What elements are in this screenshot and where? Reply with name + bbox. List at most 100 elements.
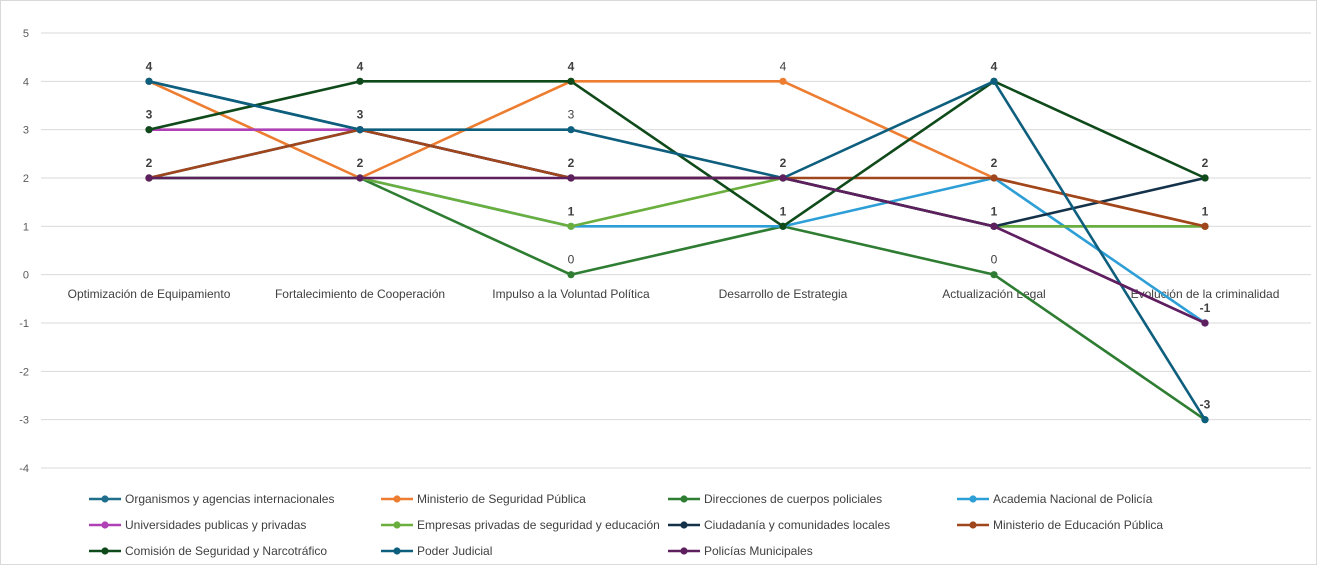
- data-point: [1201, 222, 1209, 230]
- data-point: [356, 126, 364, 134]
- series-5: [145, 174, 1209, 230]
- data-label: -3: [1200, 398, 1211, 412]
- y-tick-label: 1: [23, 221, 29, 233]
- series-lines: [145, 77, 1209, 424]
- data-point: [990, 222, 998, 230]
- y-tick-label: -1: [19, 318, 29, 330]
- x-category-label: Actualización Legal: [942, 287, 1045, 301]
- legend-swatch-marker: [969, 521, 977, 529]
- x-axis-categories: Optimización de Equipamiento Fortalecimie…: [68, 287, 1280, 301]
- y-tick-label: 0: [23, 270, 29, 282]
- data-point: [1201, 416, 1209, 424]
- data-point: [356, 174, 364, 182]
- x-category-label: Desarrollo de Estrategia: [719, 287, 848, 301]
- data-point: [1201, 174, 1209, 182]
- legend-label: Organismos y agencias internacionales: [125, 492, 334, 506]
- data-label: 2: [780, 156, 787, 170]
- legend-swatch-marker: [101, 521, 109, 529]
- legend-entry: Policías Municipales: [668, 544, 813, 558]
- legend-entry: Universidades publicas y privadas: [89, 518, 306, 532]
- data-point: [145, 77, 153, 85]
- legend-label: Direcciones de cuerpos policiales: [704, 492, 882, 506]
- legend-label: Universidades publicas y privadas: [125, 518, 306, 532]
- data-point: [567, 271, 575, 279]
- data-point: [779, 174, 787, 182]
- y-tick-label: 4: [23, 76, 29, 88]
- data-label: 4: [991, 59, 998, 73]
- y-tick-label: -4: [19, 463, 29, 475]
- data-label: 1: [1202, 204, 1209, 218]
- data-label: 2: [568, 156, 575, 170]
- legend-label: Poder Judicial: [417, 544, 492, 558]
- legend-swatch-marker: [393, 521, 401, 529]
- data-point: [567, 77, 575, 85]
- legend-swatch-marker: [393, 547, 401, 555]
- legend-swatch-marker: [101, 547, 109, 555]
- legend-entry: Comisión de Seguridad y Narcotráfico: [89, 544, 327, 558]
- legend-label: Policías Municipales: [704, 544, 813, 558]
- legend-label: Ministerio de Educación Pública: [993, 518, 1163, 532]
- legend-entry: Ministerio de Educación Pública: [957, 518, 1163, 532]
- data-point: [356, 77, 364, 85]
- y-tick-label: 2: [23, 173, 29, 185]
- series-line: [148, 80, 1207, 421]
- legend-label: Academia Nacional de Policía: [993, 492, 1153, 506]
- data-point: [1201, 319, 1209, 327]
- series-10: [145, 174, 1209, 327]
- data-point: [779, 77, 787, 85]
- legend-swatch-marker: [101, 495, 109, 503]
- legend-entry: Direcciones de cuerpos policiales: [668, 492, 882, 506]
- legend-entry: Organismos y agencias internacionales: [89, 492, 334, 506]
- legend-swatch-marker: [680, 495, 688, 503]
- data-point: [990, 271, 998, 279]
- legend-label: Ciudadanía y comunidades locales: [704, 518, 890, 532]
- x-category-label: Impulso a la Voluntad Política: [492, 287, 650, 301]
- y-tick-label: 5: [23, 28, 29, 40]
- data-label: 2: [357, 156, 364, 170]
- legend-swatch-marker: [969, 495, 977, 503]
- data-label: 4: [146, 59, 153, 73]
- y-tick-label: -2: [19, 366, 29, 378]
- legend-entry: Academia Nacional de Policía: [957, 492, 1153, 506]
- data-point: [990, 77, 998, 85]
- legend: Organismos y agencias internacionales Min…: [89, 492, 1163, 558]
- data-label: 0: [568, 253, 575, 267]
- data-point: [145, 126, 153, 134]
- legend-entry: Poder Judicial: [381, 544, 492, 558]
- legend-entry: Ciudadanía y comunidades locales: [668, 518, 890, 532]
- legend-swatch-marker: [680, 521, 688, 529]
- data-point: [990, 174, 998, 182]
- data-label: 3: [568, 108, 575, 122]
- data-label: -1: [1200, 301, 1211, 315]
- data-label: 4: [780, 59, 787, 73]
- data-point: [779, 222, 787, 230]
- y-axis-ticks: 5 4 3 2 1 0 -1 -2 -3 -4: [19, 28, 29, 475]
- legend-label: Comisión de Seguridad y Narcotráfico: [125, 544, 327, 558]
- legend-entry: Ministerio de Seguridad Pública: [381, 492, 586, 506]
- data-label: 2: [991, 156, 998, 170]
- legend-label: Empresas privadas de seguridad y educaci…: [417, 518, 660, 532]
- data-label: 1: [991, 204, 998, 218]
- data-label: 0: [991, 253, 998, 267]
- data-point: [567, 222, 575, 230]
- data-label: 4: [568, 59, 575, 73]
- data-label: 1: [780, 204, 787, 218]
- data-point: [567, 174, 575, 182]
- data-label: 1: [568, 204, 575, 218]
- legend-swatch-marker: [680, 547, 688, 555]
- data-label: 4: [357, 59, 364, 73]
- data-label: 2: [1202, 156, 1209, 170]
- series-line: [149, 176, 1205, 228]
- data-labels: 4 3 2 4 3 2 4 3 2 1 0 4 2 1 4 2 1 0 2 1 -1 -3: [146, 59, 1211, 411]
- x-category-label: Fortalecimiento de Cooperación: [275, 287, 445, 301]
- series-line: [149, 176, 1206, 325]
- data-label: 2: [146, 156, 153, 170]
- y-tick-label: -3: [19, 415, 29, 427]
- y-tick-label: 3: [23, 125, 29, 137]
- data-point: [567, 126, 575, 134]
- x-category-label: Optimización de Equipamiento: [68, 287, 231, 301]
- data-label: 3: [146, 108, 153, 122]
- legend-swatch-marker: [393, 495, 401, 503]
